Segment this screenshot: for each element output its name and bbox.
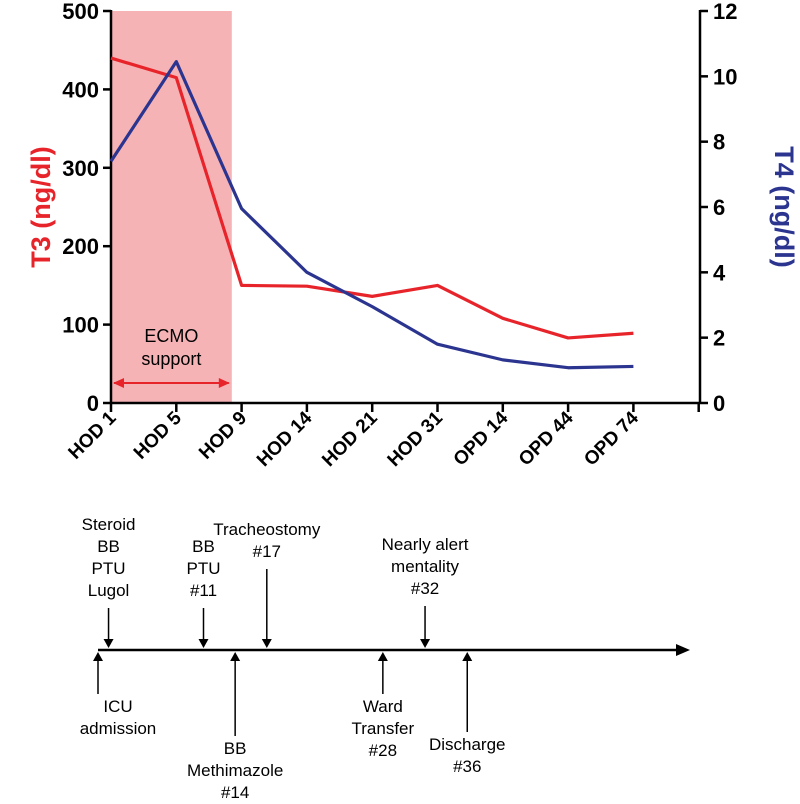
y-left-tick-label: 100 — [62, 313, 99, 338]
timeline-above-label: #32 — [411, 579, 439, 598]
x-tick-label: HOD 31 — [384, 407, 448, 471]
y-right-tick-label: 0 — [713, 391, 725, 416]
timeline-below-arrowhead — [93, 652, 103, 661]
timeline-above-arrowhead — [261, 639, 272, 648]
x-tick-label: OPD 44 — [515, 407, 578, 470]
timeline-below-label: BB — [224, 739, 247, 758]
y-left-tick-label: 200 — [62, 234, 99, 259]
y-right-tick-label: 2 — [713, 326, 725, 351]
y-right-tick-label: 6 — [713, 195, 725, 220]
y-right-tick-label: 4 — [713, 260, 726, 285]
timeline-arrowhead — [676, 644, 690, 656]
y-right-tick-label: 12 — [713, 0, 737, 24]
timeline-above-label: Nearly alert — [382, 535, 469, 554]
timeline-above-arrowhead — [420, 639, 431, 648]
timeline-above-label: Lugol — [88, 581, 130, 600]
timeline-above-label: #11 — [190, 581, 217, 600]
timeline-below-arrowhead — [377, 652, 388, 661]
timeline-below-label: Methimazole — [187, 761, 283, 780]
timeline-layer: Steroid BB PTU Lugol BB PTU #11 Tracheostomy #17… — [80, 515, 690, 802]
timeline-above-label: Steroid — [82, 515, 136, 534]
y-right-tick-label: 10 — [713, 64, 737, 89]
timeline-above-label: PTU — [92, 559, 126, 578]
y-left-axis-title: T3 (ng/dl) — [26, 146, 56, 267]
y-right-tick-label: 8 — [713, 130, 725, 155]
timeline-below-label: ICU — [103, 697, 132, 716]
timeline-below-label: Ward — [363, 697, 403, 716]
y-left-tick-label: 500 — [62, 0, 99, 24]
y-left-tick-label: 400 — [62, 77, 99, 102]
timeline-below-label: Transfer — [352, 719, 415, 738]
timeline-above-label: BB — [192, 537, 215, 556]
x-tick-label: HOD 14 — [253, 407, 317, 471]
series-layer — [109, 56, 634, 370]
ecmo-arrow-right-head — [218, 378, 230, 388]
timeline-above-arrowhead — [103, 639, 114, 648]
x-tick-label: OPD 14 — [450, 407, 513, 470]
x-tick-label: HOD 9 — [195, 408, 251, 464]
x-tick-label: HOD 5 — [130, 407, 186, 463]
x-tick-label: HOD 21 — [318, 407, 382, 471]
x-tick-label: OPD 74 — [580, 407, 643, 470]
y-left-tick-label: 0 — [87, 391, 99, 416]
y-left-tick-label: 300 — [62, 156, 99, 181]
timeline-above-label: Tracheostomy — [213, 520, 321, 539]
timeline-above-label: #17 — [253, 542, 281, 561]
timeline-below-arrowhead — [462, 652, 473, 661]
timeline-below-label: admission — [80, 719, 157, 738]
timeline-below-label: Discharge — [429, 735, 506, 754]
timeline-below-arrowhead — [230, 652, 241, 661]
timeline-below-label: #28 — [369, 741, 397, 760]
timeline-above-label: PTU — [187, 559, 221, 578]
timeline-above-arrowhead — [198, 639, 209, 648]
ecmo-arrow-left-head — [113, 378, 124, 388]
timeline-below-label: #14 — [221, 783, 249, 802]
timeline-above-label: mentality — [391, 557, 460, 576]
timeline-below-label: #36 — [453, 757, 481, 776]
ecmo-label-line2: support — [141, 349, 201, 369]
ecmo-label-line1: ECMO — [144, 326, 198, 346]
timeline-above-label: BB — [97, 537, 120, 556]
y-right-axis-title: T4 (ng/dl) — [769, 146, 799, 267]
